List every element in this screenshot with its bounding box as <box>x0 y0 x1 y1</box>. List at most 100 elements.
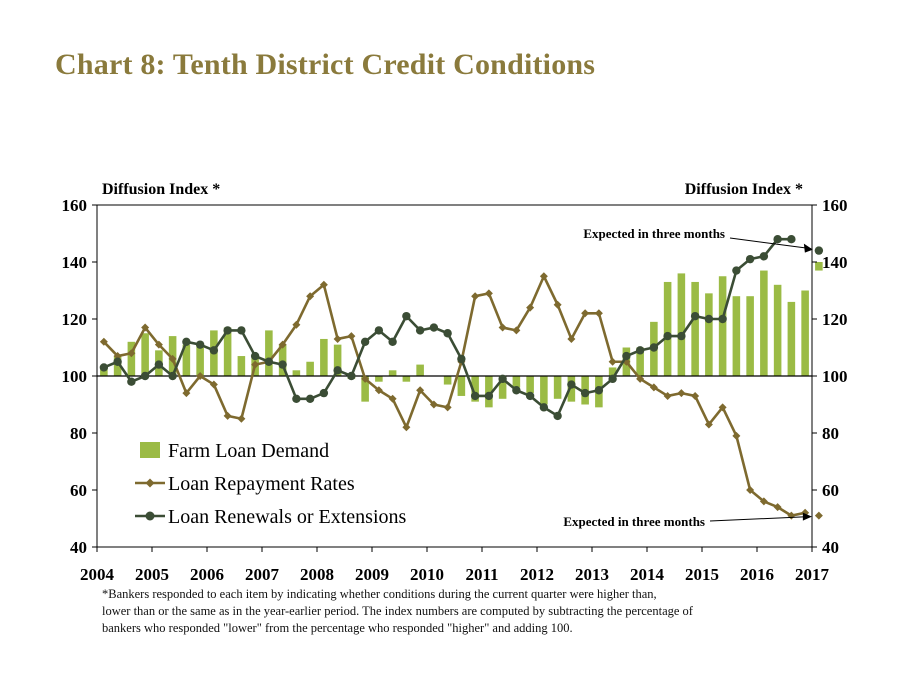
loan-repayment-rates-point <box>333 334 342 343</box>
bar-farm-loan-demand <box>375 376 383 382</box>
loan-repayment-rates-point <box>251 360 260 369</box>
legend-swatch-marker <box>145 511 155 521</box>
loan-repayment-rates-point <box>704 420 713 429</box>
loan-repayment-rates-point <box>388 394 397 403</box>
right-y-tick-label: 140 <box>822 253 848 272</box>
loan-renewals-point <box>223 326 232 335</box>
loan-renewals-point <box>470 391 480 401</box>
bar-farm-loan-demand <box>705 293 713 376</box>
bar-farm-loan-demand <box>608 367 617 376</box>
bar-farm-loan-demand <box>512 376 521 388</box>
loan-repayment-rates-point <box>416 386 425 395</box>
loan-renewals-point <box>732 266 741 275</box>
lines-layer <box>99 235 824 520</box>
loan-renewals-point <box>663 331 672 341</box>
bar-farm-loan-demand <box>113 356 122 376</box>
loan-repayment-rates-point <box>306 292 315 301</box>
loan-repayment-rates-point <box>292 320 301 329</box>
loan-renewals-point <box>594 386 604 395</box>
loan-repayment-rates-point <box>691 391 700 400</box>
loan-repayment-rates-point <box>182 389 191 398</box>
legend-label: Loan Repayment Rates <box>168 473 355 495</box>
loan-repayment-rates-point <box>471 292 480 301</box>
loan-repayment-rates-point <box>319 280 328 289</box>
left-y-tick-label: 120 <box>62 310 88 329</box>
bar-farm-loan-demand <box>457 376 466 396</box>
right-y-tick-label: 40 <box>822 538 839 557</box>
loan-renewals-point <box>168 371 177 381</box>
loan-renewals-point <box>759 252 769 261</box>
loan-renewals-point <box>773 235 782 244</box>
ticks-layer: 40 40 60 60 80 80 100 100 120 120 140 140 160 160 2004… <box>62 181 848 584</box>
loan-repayment-rates-point <box>443 403 452 412</box>
loan-renewals-point <box>498 374 507 384</box>
x-tick-label: 2004 <box>80 565 115 584</box>
loan-repayment-rates-point <box>484 289 493 298</box>
bar-farm-loan-demand <box>265 330 273 376</box>
left-y-tick-label: 160 <box>62 196 88 215</box>
bar-farm-loan-demand <box>278 344 287 376</box>
loan-repayment-rates-point <box>141 323 150 332</box>
x-tick-label: 2016 <box>740 565 774 584</box>
bar-farm-loan-demand <box>691 281 699 376</box>
loan-repayment-rates-point <box>718 403 727 412</box>
loan-repayment-rates-point <box>223 411 232 420</box>
left-y-tick-label: 100 <box>62 367 88 386</box>
bar-farm-loan-demand-expected <box>815 262 823 271</box>
loan-repayment-rates-point <box>347 332 356 341</box>
bar-farm-loan-demand <box>801 290 809 376</box>
loan-renewals-point <box>677 331 686 341</box>
bar-farm-loan-demand <box>237 356 246 376</box>
left-y-tick-label: 40 <box>70 538 87 557</box>
bar-farm-loan-demand <box>402 376 411 382</box>
x-tick-label: 2015 <box>685 565 719 584</box>
bar-farm-loan-demand <box>223 327 232 376</box>
x-tick-label: 2007 <box>245 565 280 584</box>
loan-renewals-point <box>319 388 329 398</box>
loan-repayment-rates-point <box>237 414 246 423</box>
loan-repayment-rates-line <box>102 274 806 517</box>
footnote: *Bankers responded to each item by indic… <box>102 586 822 637</box>
footnote-line: lower than or the same as in the year-ea… <box>102 604 693 618</box>
loan-repayment-rates-point <box>196 372 205 380</box>
bar-farm-loan-demand <box>127 341 136 376</box>
loan-renewals-point <box>182 337 191 346</box>
bar-farm-loan-demand <box>746 296 754 376</box>
loan-renewals-point <box>718 314 727 324</box>
loan-renewals-point <box>154 360 164 369</box>
loan-renewals-point <box>209 346 219 355</box>
loan-renewals-point <box>374 326 384 335</box>
bar-farm-loan-demand <box>663 281 672 376</box>
loan-renewals-point <box>278 360 287 369</box>
loan-renewals-point <box>388 337 397 346</box>
x-tick-label: 2012 <box>520 565 554 584</box>
loan-repayment-rates-point <box>608 357 617 366</box>
x-tick-label: 2006 <box>190 565 224 584</box>
loan-renewals-point <box>237 326 246 335</box>
x-tick-label: 2010 <box>410 565 444 584</box>
loan-renewals-point <box>429 323 439 332</box>
bar-farm-loan-demand <box>100 367 108 376</box>
legend-label: Loan Renewals or Extensions <box>168 506 406 528</box>
loan-renewals-point <box>567 380 576 389</box>
loan-renewals-point <box>704 314 714 324</box>
loan-renewals-point <box>305 394 315 403</box>
loan-renewals-point <box>608 374 617 384</box>
loan-renewals-point <box>539 403 549 412</box>
bar-farm-loan-demand <box>526 376 534 394</box>
loan-repayment-rates-point <box>99 337 108 346</box>
right-y-tick-label: 120 <box>822 310 848 329</box>
loan-renewals-point <box>292 394 301 403</box>
bar-farm-loan-demand <box>787 301 796 376</box>
loan-renewals-point <box>787 235 796 244</box>
bar-farm-loan-demand <box>732 296 741 376</box>
loan-repayment-rates-point <box>581 309 590 318</box>
right-y-tick-label: 100 <box>822 367 848 386</box>
loan-renewals-point <box>690 311 700 321</box>
bar-farm-loan-demand <box>773 284 782 376</box>
loan-renewals-point <box>333 366 342 375</box>
loan-repayment-rates-point <box>278 340 287 349</box>
annotation-arrow-line <box>709 516 809 522</box>
annotation-arrow-head <box>803 243 813 253</box>
